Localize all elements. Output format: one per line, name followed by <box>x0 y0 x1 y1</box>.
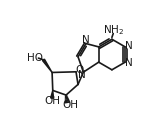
Text: NH$_2$: NH$_2$ <box>103 23 124 37</box>
Text: N: N <box>78 70 86 80</box>
Text: N: N <box>125 58 133 68</box>
Text: OH: OH <box>62 100 78 110</box>
Text: N: N <box>125 40 133 50</box>
Polygon shape <box>51 90 54 98</box>
Text: HO: HO <box>27 53 43 63</box>
Polygon shape <box>42 59 52 72</box>
Text: OH: OH <box>44 96 61 106</box>
Text: N: N <box>82 35 90 45</box>
Text: O: O <box>75 65 83 75</box>
